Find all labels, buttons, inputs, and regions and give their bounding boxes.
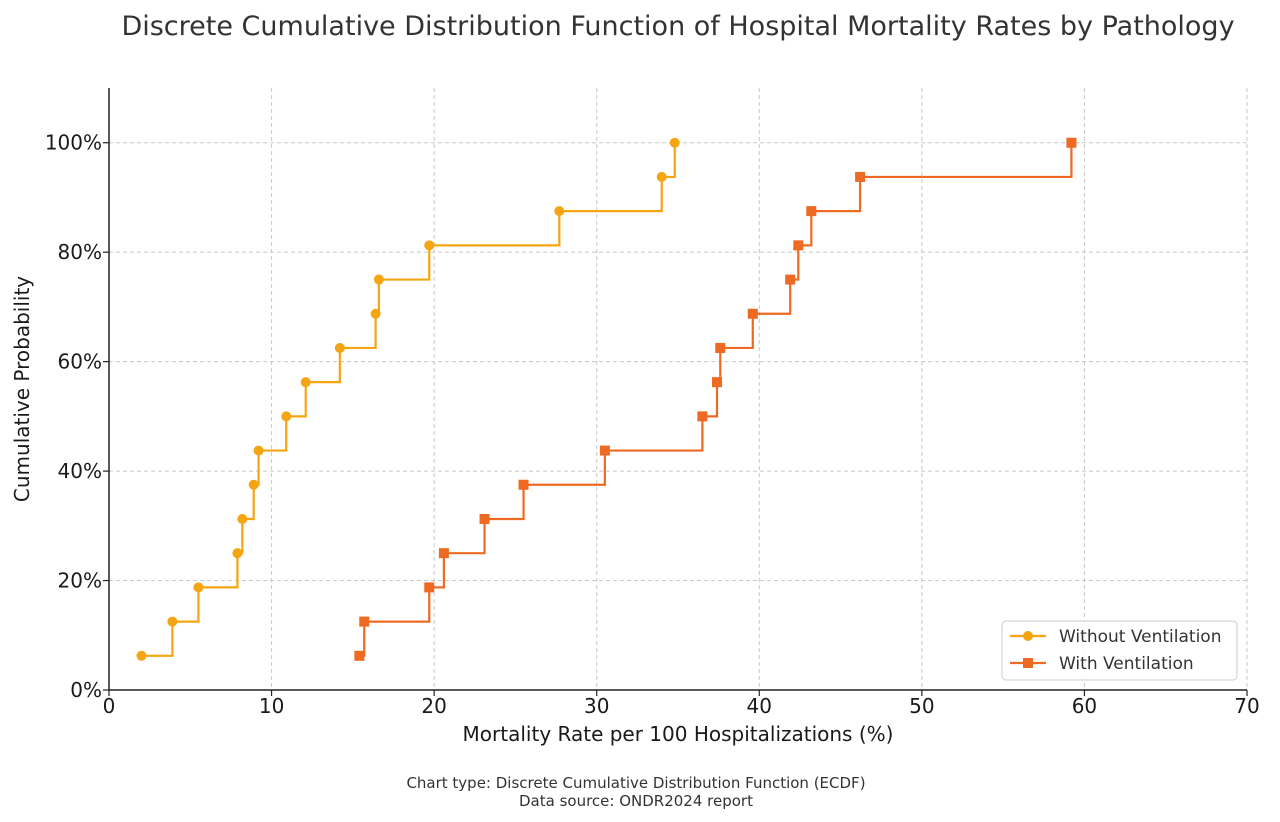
data-point (424, 240, 435, 251)
y-tick-label: 40% (58, 459, 102, 483)
data-point (281, 411, 292, 422)
data-point (518, 479, 529, 490)
series-without-ventilation (136, 137, 680, 661)
data-point (656, 171, 667, 182)
legend-label-without-ventilation: Without Ventilation (1059, 627, 1221, 647)
y-tick-label: 80% (58, 240, 102, 264)
x-tick-label: 10 (259, 694, 284, 718)
x-tick-label: 30 (584, 694, 609, 718)
data-point (1066, 137, 1077, 148)
data-point (167, 616, 178, 627)
data-point (747, 308, 758, 319)
chart-type-note: Chart type: Discrete Cumulative Distribu… (406, 774, 865, 792)
data-point (712, 377, 723, 388)
x-tick-label: 50 (909, 694, 934, 718)
x-tick-label: 20 (421, 694, 446, 718)
chart-title: Discrete Cumulative Distribution Functio… (121, 11, 1234, 42)
legend-marker-circle (1023, 631, 1033, 641)
data-point (793, 240, 804, 251)
y-axis-label: Cumulative Probability (10, 276, 34, 502)
data-point (248, 479, 259, 490)
data-point (479, 513, 490, 524)
data-point (806, 206, 817, 217)
data-point (373, 274, 384, 285)
axes (108, 88, 1247, 691)
data-point (785, 274, 796, 285)
data-point (669, 137, 680, 148)
plot-series (136, 137, 1077, 661)
legend: Without Ventilation With Ventilation (1001, 620, 1238, 681)
series-with-ventilation (354, 137, 1077, 661)
data-point (424, 582, 435, 593)
legend-box (1001, 620, 1238, 681)
data-point (359, 616, 370, 627)
data-point (554, 206, 565, 217)
data-point (715, 342, 726, 353)
data-point (354, 650, 365, 661)
legend-marker-square (1023, 658, 1033, 668)
y-tick-label: 100% (45, 131, 102, 155)
data-point (237, 513, 248, 524)
data-point (438, 548, 449, 559)
legend-entry-without-ventilation: Without Ventilation (1010, 627, 1221, 647)
legend-entry-with-ventilation: With Ventilation (1010, 654, 1194, 674)
data-source-note: Data source: ONDR2024 report (519, 792, 753, 810)
data-point (599, 445, 610, 456)
data-point (334, 342, 345, 353)
y-axis-ticks: 0% 20% 40% 60% 80% 100% (45, 131, 109, 702)
data-point (253, 445, 264, 456)
grid-lines (109, 88, 1248, 690)
y-tick-label: 0% (70, 678, 102, 702)
data-point (855, 171, 866, 182)
x-axis-ticks: 0 10 20 30 40 50 60 70 (103, 690, 1260, 718)
data-point (193, 582, 204, 593)
x-tick-label: 0 (103, 694, 116, 718)
data-point (300, 377, 311, 388)
data-point (232, 548, 243, 559)
y-tick-label: 60% (58, 350, 102, 374)
y-tick-label: 20% (58, 569, 102, 593)
data-point (697, 411, 708, 422)
legend-label-with-ventilation: With Ventilation (1059, 654, 1194, 674)
data-point (370, 308, 381, 319)
data-point (136, 650, 147, 661)
step-line (141, 142, 676, 657)
x-tick-label: 60 (1072, 694, 1097, 718)
step-line (359, 142, 1073, 657)
x-axis-label: Mortality Rate per 100 Hospitalizations … (463, 722, 894, 746)
x-tick-label: 40 (747, 694, 772, 718)
x-tick-label: 70 (1234, 694, 1259, 718)
